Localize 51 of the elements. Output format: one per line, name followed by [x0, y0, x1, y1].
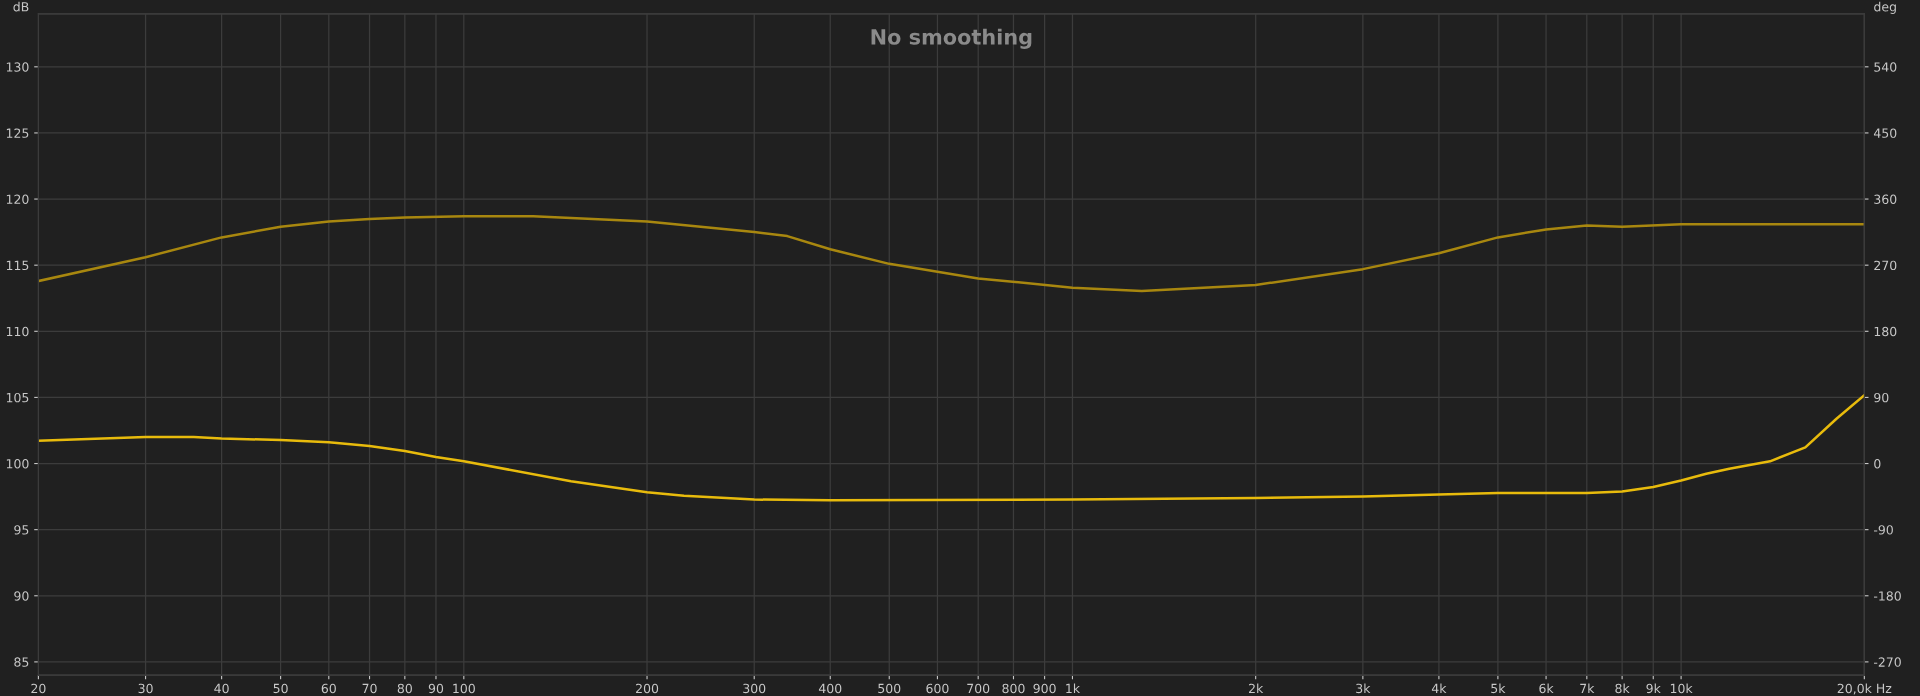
x-tick-label: 800	[1002, 683, 1025, 694]
x-tick-label: 20	[31, 683, 46, 694]
x-tick-label: 400	[818, 683, 842, 694]
y-tick-label: 90	[14, 591, 29, 601]
x-tick-label: 9k	[1646, 683, 1661, 694]
x-tick-label: 6k	[1539, 683, 1554, 694]
y2-tick-label: 270	[1874, 260, 1897, 271]
x-tick-label: 900	[1033, 683, 1056, 694]
x-tick-label: 500	[878, 683, 901, 694]
y-tick-label: 115	[6, 260, 29, 271]
y-tick-label: 130	[6, 62, 29, 72]
x-tick-label: 40	[214, 683, 229, 694]
x-tick-label: 20,0k Hz	[1837, 683, 1892, 695]
y-tick-label: 120	[6, 194, 29, 204]
x-tick-label: 7k	[1580, 683, 1595, 693]
x-tick-label: 8k	[1615, 683, 1630, 694]
x-tick-label: 30	[138, 683, 153, 694]
y-tick-label: 110	[6, 326, 29, 337]
y2-tick-label: 180	[1874, 326, 1897, 337]
y2-tick-label: 450	[1873, 128, 1897, 138]
x-tick-label: 80	[397, 683, 412, 694]
x-tick-label: 90	[428, 683, 444, 694]
y2-tick-label: 0	[1874, 459, 1881, 469]
y2-tick-label: -90	[1873, 525, 1893, 535]
x-tick-label: 70	[362, 683, 377, 694]
y2-tick-label: 90	[1874, 392, 1889, 403]
y2-tick-label: 360	[1874, 194, 1897, 204]
y2-tick-label: -270	[1873, 657, 1901, 667]
y-tick-label: 95	[14, 525, 29, 535]
y-axis-title: dB	[13, 1, 29, 12]
y-tick-label: 85	[14, 657, 29, 667]
y2-tick-label: 540	[1874, 62, 1897, 72]
y-tick-label: 105	[6, 392, 29, 403]
x-tick-label: 1k	[1066, 683, 1081, 693]
x-tick-label: 200	[636, 683, 659, 694]
y-tick-label: 125	[6, 128, 29, 138]
y2-tick-label: -180	[1873, 591, 1901, 601]
x-tick-label: 2k	[1249, 683, 1264, 693]
x-tick-label: 10k	[1670, 683, 1693, 694]
x-tick-label: 600	[926, 683, 949, 694]
y-tick-label: 100	[6, 459, 29, 469]
y2-axis-title: deg	[1874, 1, 1896, 14]
x-tick-label: 60	[321, 683, 336, 694]
x-tick-label: 50	[273, 683, 288, 694]
x-tick-label: 100	[453, 683, 475, 694]
x-tick-label: 3k	[1356, 683, 1371, 694]
x-tick-label: 700	[967, 683, 990, 694]
x-tick-label: 5k	[1491, 683, 1506, 694]
text: No smoothing	[871, 28, 1032, 49]
x-tick-label: 300	[743, 683, 766, 694]
x-tick-label: 4k	[1431, 683, 1447, 693]
